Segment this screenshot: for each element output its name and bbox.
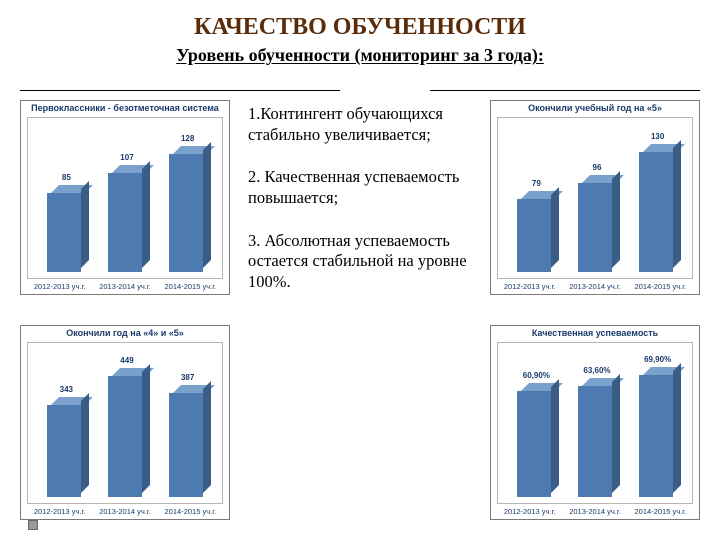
bar: 63,60% — [578, 349, 612, 497]
chart-finished-5: Окончили учебный год на «5» 79 96 130 2012-2… — [490, 100, 700, 295]
bar: 85 — [47, 124, 81, 272]
point-1: 1.Контингент обучающихся стабильно увели… — [248, 104, 472, 145]
page-title: КАЧЕСТВО ОБУЧЕННОСТИ — [20, 14, 700, 41]
content-grid: Первоклассники - безотметочная система 85… — [20, 100, 700, 520]
bar: 69,90% — [639, 349, 673, 497]
bars: 60,90% 63,60% 69,90% — [504, 349, 686, 497]
point-3: 3. Абсолютная успеваемость остается стаб… — [248, 231, 472, 293]
bar: 387 — [169, 349, 203, 497]
x-axis-labels: 2012-2013 уч.г. 2013-2014 уч.г. 2014-2015 … — [491, 281, 699, 294]
bar-label: 63,60% — [580, 366, 614, 375]
bar-label: 60,90% — [519, 371, 553, 380]
x-label: 2014-2015 уч.г. — [165, 507, 217, 516]
x-label: 2013-2014 уч.г. — [99, 507, 151, 516]
chart-body: 79 96 130 — [497, 117, 693, 279]
text-column: 1.Контингент обучающихся стабильно увели… — [248, 100, 472, 520]
bar: 128 — [169, 124, 203, 272]
slide-bullet-icon — [28, 520, 38, 530]
chart-title: Окончили учебный год на «5» — [491, 101, 699, 114]
bar-label: 85 — [49, 173, 83, 182]
bar-label: 130 — [641, 132, 675, 141]
x-label: 2014-2015 уч.г. — [635, 507, 687, 516]
chart-quality: Качественная успеваемость 60,90% 63,60% 69,… — [490, 325, 700, 520]
bars: 85 107 128 — [34, 124, 216, 272]
point-2: 2. Качественная успеваемость повышается; — [248, 167, 472, 208]
chart-body: 60,90% 63,60% 69,90% — [497, 342, 693, 504]
x-axis-labels: 2012-2013 уч.г. 2013-2014 уч.г. 2014-2015 … — [491, 506, 699, 519]
bar: 60,90% — [517, 349, 551, 497]
divider-right — [430, 90, 700, 91]
bar-label: 449 — [110, 356, 144, 365]
x-label: 2012-2013 уч.г. — [34, 507, 86, 516]
bars: 79 96 130 — [504, 124, 686, 272]
bar: 449 — [108, 349, 142, 497]
x-label: 2013-2014 уч.г. — [569, 282, 621, 291]
bar-label: 79 — [519, 179, 553, 188]
x-axis-labels: 2012-2013 уч.г. 2013-2014 уч.г. 2014-2015 … — [21, 281, 229, 294]
chart-title: Первоклассники - безотметочная система — [21, 101, 229, 114]
x-label: 2013-2014 уч.г. — [99, 282, 151, 291]
bar-label: 387 — [171, 373, 205, 382]
bar-label: 343 — [49, 385, 83, 394]
chart-body: 343 449 387 — [27, 342, 223, 504]
bar-label: 69,90% — [641, 355, 675, 364]
x-label: 2012-2013 уч.г. — [34, 282, 86, 291]
bar: 79 — [517, 124, 551, 272]
x-label: 2012-2013 уч.г. — [504, 507, 556, 516]
bar: 343 — [47, 349, 81, 497]
chart-finished-4-5: Окончили год на «4» и «5» 343 449 387 2012-2… — [20, 325, 230, 520]
divider-left — [20, 90, 340, 91]
x-label: 2013-2014 уч.г. — [569, 507, 621, 516]
x-label: 2014-2015 уч.г. — [635, 282, 687, 291]
x-label: 2014-2015 уч.г. — [165, 282, 217, 291]
bars: 343 449 387 — [34, 349, 216, 497]
chart-title: Качественная успеваемость — [491, 326, 699, 339]
x-axis-labels: 2012-2013 уч.г. 2013-2014 уч.г. 2014-2015 … — [21, 506, 229, 519]
bar-label: 96 — [580, 163, 614, 172]
chart-body: 85 107 128 — [27, 117, 223, 279]
chart-first-graders: Первоклассники - безотметочная система 85… — [20, 100, 230, 295]
page-subtitle: Уровень обученности (мониторинг за 3 год… — [20, 45, 700, 66]
bar: 107 — [108, 124, 142, 272]
slide: КАЧЕСТВО ОБУЧЕННОСТИ Уровень обученности… — [0, 0, 720, 540]
bar: 130 — [639, 124, 673, 272]
x-label: 2012-2013 уч.г. — [504, 282, 556, 291]
chart-title: Окончили год на «4» и «5» — [21, 326, 229, 339]
bar: 96 — [578, 124, 612, 272]
bar-label: 128 — [171, 134, 205, 143]
bar-label: 107 — [110, 153, 144, 162]
